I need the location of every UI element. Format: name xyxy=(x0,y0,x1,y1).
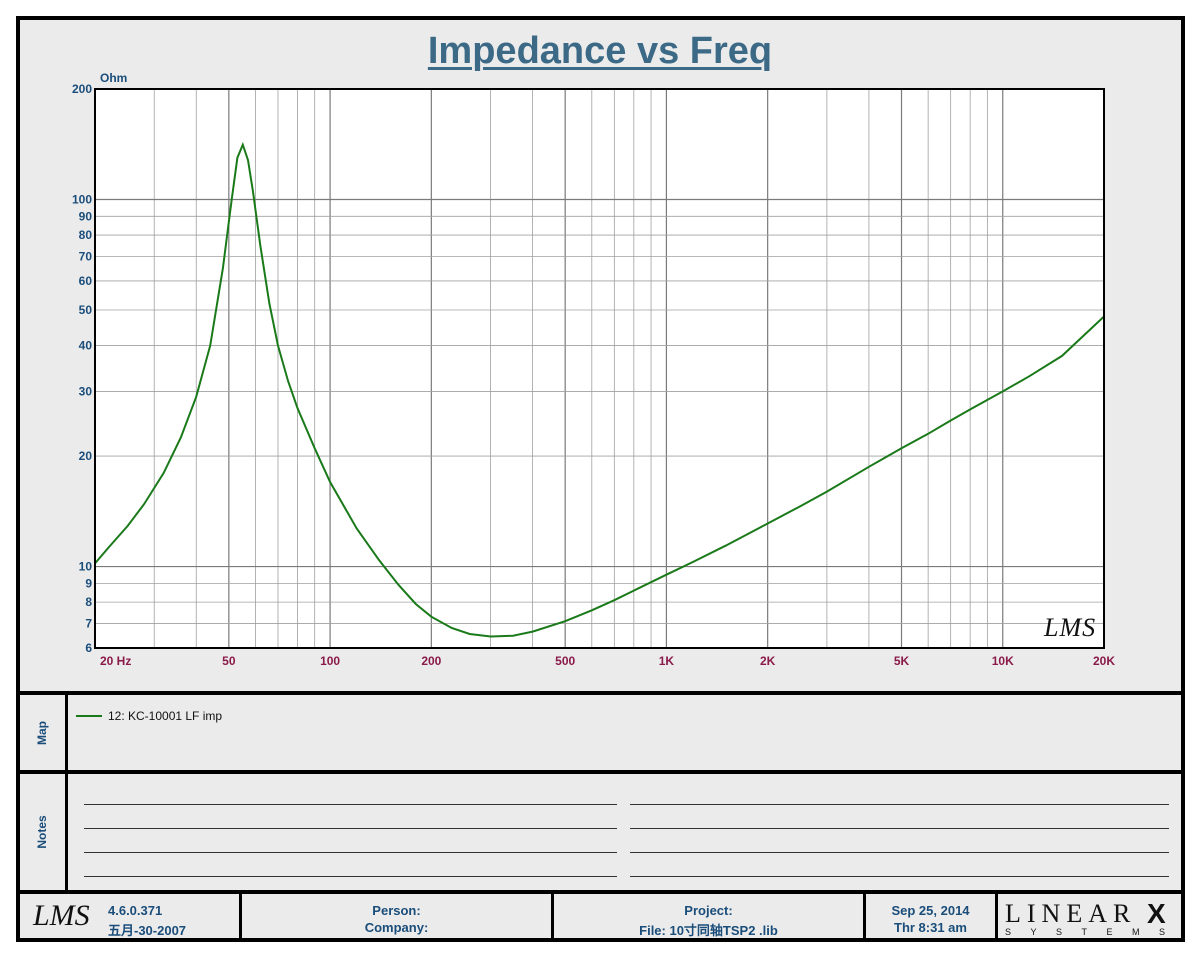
person-label: Person: xyxy=(372,903,421,918)
x-tick-label: 500 xyxy=(555,654,575,668)
report-date: Sep 25, 2014 xyxy=(891,903,970,918)
notes-panel-label: Notes xyxy=(35,815,49,849)
y-tick-label: 70 xyxy=(79,249,93,263)
note-line xyxy=(84,852,617,853)
brand-name: LINEAR xyxy=(1005,899,1137,928)
y-tick-label: 200 xyxy=(72,82,92,96)
company-label: Company: xyxy=(364,920,429,935)
y-tick-label: 20 xyxy=(79,449,93,463)
grid-lines xyxy=(95,89,1104,648)
note-line xyxy=(84,828,617,829)
plot-border xyxy=(94,88,1105,649)
x-tick-label: 200 xyxy=(421,654,441,668)
map-notes-divider xyxy=(16,770,1185,774)
file-label: File: 10寸同轴TSP2 .lib xyxy=(639,923,778,938)
y-tick-label: 90 xyxy=(79,209,93,223)
plot-area xyxy=(95,89,1104,648)
x-tick-label: 20K xyxy=(1093,654,1115,668)
y-tick-label: 80 xyxy=(79,228,93,242)
legend-label: 12: KC-10001 LF imp xyxy=(108,709,223,723)
note-line xyxy=(630,876,1169,877)
y-tick-label: 10 xyxy=(79,560,93,574)
y-axis-label: Ohm xyxy=(100,71,127,85)
note-line xyxy=(630,804,1169,805)
y-tick-label: 6 xyxy=(85,641,92,655)
y-tick-label: 7 xyxy=(85,616,92,630)
chart-panel-divider xyxy=(16,691,1185,695)
lms-logo: LMS xyxy=(33,899,90,932)
impedance-series-line xyxy=(94,141,1105,638)
note-line xyxy=(84,876,617,877)
x-tick-label: 10K xyxy=(992,654,1014,668)
notes-footer-divider xyxy=(16,890,1185,894)
software-version: 4.6.0.371 xyxy=(108,903,163,918)
x-tick-label: 2K xyxy=(760,654,776,668)
project-label: Project: xyxy=(684,903,733,918)
x-tick-label: 50 xyxy=(222,654,236,668)
note-line xyxy=(84,804,617,805)
y-tick-labels: 200 100 90 80 70 60 50 40 30 20 10 9 8 7 6 xyxy=(72,82,92,655)
footer-divider xyxy=(995,894,998,942)
y-tick-label: 30 xyxy=(79,384,93,398)
y-tick-label: 40 xyxy=(79,339,93,353)
footer-divider xyxy=(551,894,554,942)
y-tick-label: 9 xyxy=(85,576,92,590)
x-tick-labels: 20 Hz 50 100 200 500 1K 2K 5K 10K 20K xyxy=(100,654,1115,668)
legend-swatch xyxy=(76,715,102,717)
y-tick-label: 60 xyxy=(79,274,93,288)
software-build-date: 五月-30-2007 xyxy=(108,923,187,938)
report-time: Thr 8:31 am xyxy=(894,920,967,935)
y-tick-label: 50 xyxy=(79,303,93,317)
note-line xyxy=(630,828,1169,829)
chart-title: Impedance vs Freq xyxy=(427,30,773,72)
brand-subtitle: SYSTEMS xyxy=(1005,927,1185,937)
y-tick-label: 100 xyxy=(72,192,92,206)
x-tick-label: 20 Hz xyxy=(100,654,131,668)
footer-divider xyxy=(863,894,866,942)
side-label-divider xyxy=(65,695,68,891)
lms-watermark: LMS xyxy=(1043,613,1096,642)
x-tick-label: 1K xyxy=(659,654,675,668)
legend-entry: 12: KC-10001 LF imp xyxy=(76,709,222,723)
note-line xyxy=(630,852,1169,853)
brand-x-mark: X xyxy=(1147,898,1166,929)
x-tick-label: 5K xyxy=(894,654,910,668)
map-panel-label: Map xyxy=(35,721,49,745)
y-tick-label: 8 xyxy=(85,595,92,609)
x-tick-label: 100 xyxy=(320,654,340,668)
footer-divider xyxy=(239,894,242,942)
